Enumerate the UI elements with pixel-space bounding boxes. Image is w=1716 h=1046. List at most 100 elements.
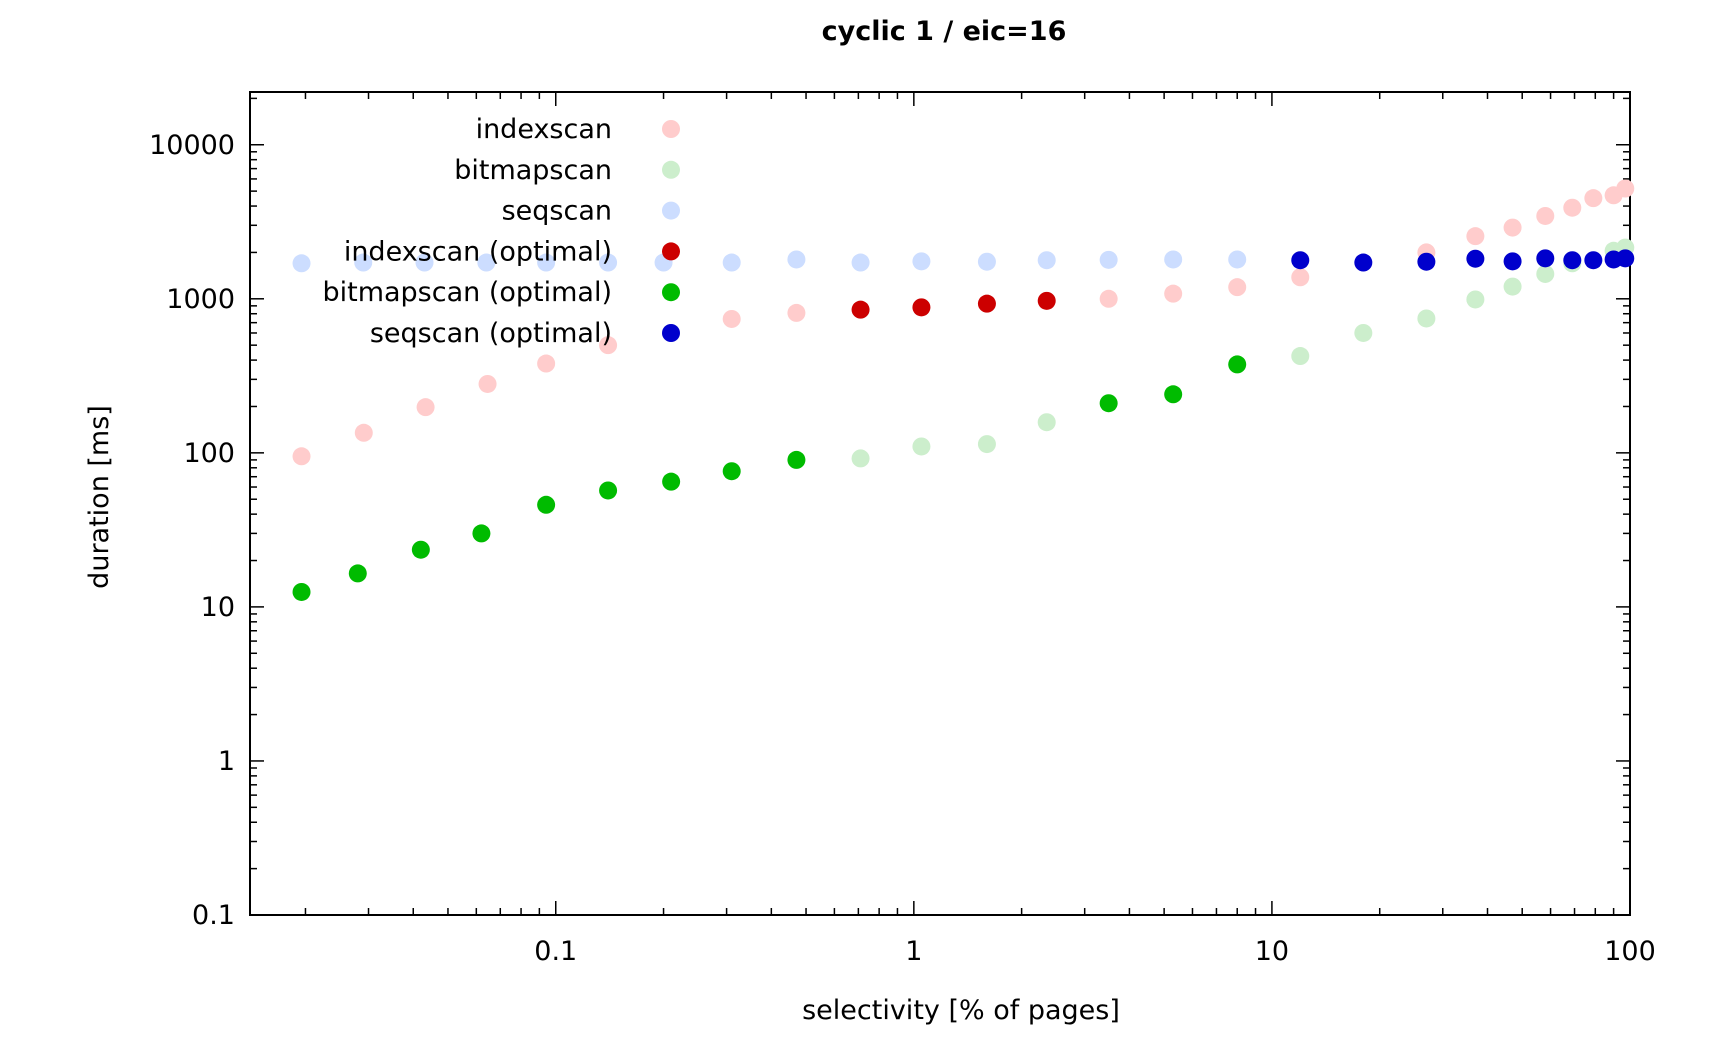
data-points [292,179,1635,601]
data-point [354,253,373,272]
legend-marker [662,324,680,342]
data-point [1536,249,1555,268]
series-bitmapscan [851,238,1635,468]
data-point [1099,394,1118,413]
data-point [1291,251,1310,270]
data-point [1503,218,1522,237]
legend-label: indexscan [476,114,612,145]
data-point [787,450,806,469]
data-point [1466,290,1485,309]
x-axis-label: selectivity [% of pages] [802,995,1120,1026]
data-point [1536,264,1555,283]
data-point [599,481,618,500]
y-tick-label: 1000 [166,284,235,315]
legend-marker [662,242,680,261]
legend-label: seqscan [502,196,612,227]
y-tick-label: 10000 [149,130,235,161]
data-point [1164,385,1183,404]
data-point [1584,251,1603,270]
data-point [1417,309,1436,328]
data-point [722,462,741,481]
legend-label: seqscan (optimal) [370,318,612,349]
data-point [977,435,996,454]
legend-marker [662,283,680,302]
data-point [787,303,806,322]
data-point [722,253,741,272]
data-point [787,250,806,269]
data-point [1291,347,1310,366]
data-point [537,495,556,514]
data-point [348,564,367,583]
x-tick-label: 1 [905,936,922,967]
x-tick-label: 10 [1255,936,1289,967]
data-point [912,437,931,456]
data-point [537,354,556,373]
data-point [1037,291,1056,310]
data-point [599,253,618,272]
y-axis-label: duration [ms] [84,405,115,589]
y-tick-label: 1 [218,746,235,777]
data-point [1616,249,1635,268]
data-point [851,253,870,272]
data-point [977,294,996,313]
data-point [1563,198,1582,217]
legend-label: bitmapscan [454,155,612,186]
data-point [1466,227,1485,246]
y-tick-label: 0.1 [192,900,235,931]
data-point [1503,252,1522,271]
data-point [1536,206,1555,225]
data-point [416,398,435,417]
data-point [851,300,870,319]
data-point [354,423,373,442]
plot-frame [249,91,1631,916]
data-point [1584,189,1603,208]
data-point [722,309,741,328]
data-point [1354,253,1373,272]
axis-ticks: 0.1 1 10 100 0.1 1 10 100 1000 10000 [149,92,1656,967]
y-tick-label: 100 [183,438,235,469]
plot-border [249,91,1631,916]
data-point [477,253,496,272]
data-point [292,447,311,466]
data-point [292,582,311,601]
data-point [415,253,434,272]
series-seqscan [292,250,1247,273]
y-tick-label: 10 [201,592,235,623]
data-point [292,254,311,273]
data-point [851,449,870,468]
data-point [411,540,430,559]
legend-marker [662,120,680,138]
data-point [1228,355,1247,374]
data-point [1164,250,1183,269]
series-indexscan-optimal [851,291,1056,319]
data-point [912,298,931,317]
legend: indexscan bitmapscan seqscan indexscan (opt… [322,114,680,349]
data-point [478,374,497,393]
chart-title: cyclic 1 / eic=16 [822,16,1067,47]
data-point [1563,251,1582,270]
data-point [1503,277,1522,296]
data-point [1037,413,1056,432]
data-point [1228,250,1247,269]
legend-label: indexscan (optimal) [344,236,612,267]
legend-label: bitmapscan (optimal) [322,277,612,308]
data-point [1616,179,1635,198]
data-point [977,252,996,271]
data-point [1466,249,1485,268]
data-point [599,336,618,355]
data-point [1037,251,1056,270]
data-point [1417,252,1436,271]
data-point [912,252,931,271]
x-tick-label: 100 [1604,936,1656,967]
data-point [537,253,556,272]
data-point [472,524,491,543]
legend-marker [662,201,680,220]
data-point [1164,284,1183,303]
series-seqscan-optimal [1291,249,1635,272]
data-point [662,472,681,491]
data-point [1228,278,1247,297]
data-point [1354,323,1373,342]
data-point [1099,289,1118,308]
